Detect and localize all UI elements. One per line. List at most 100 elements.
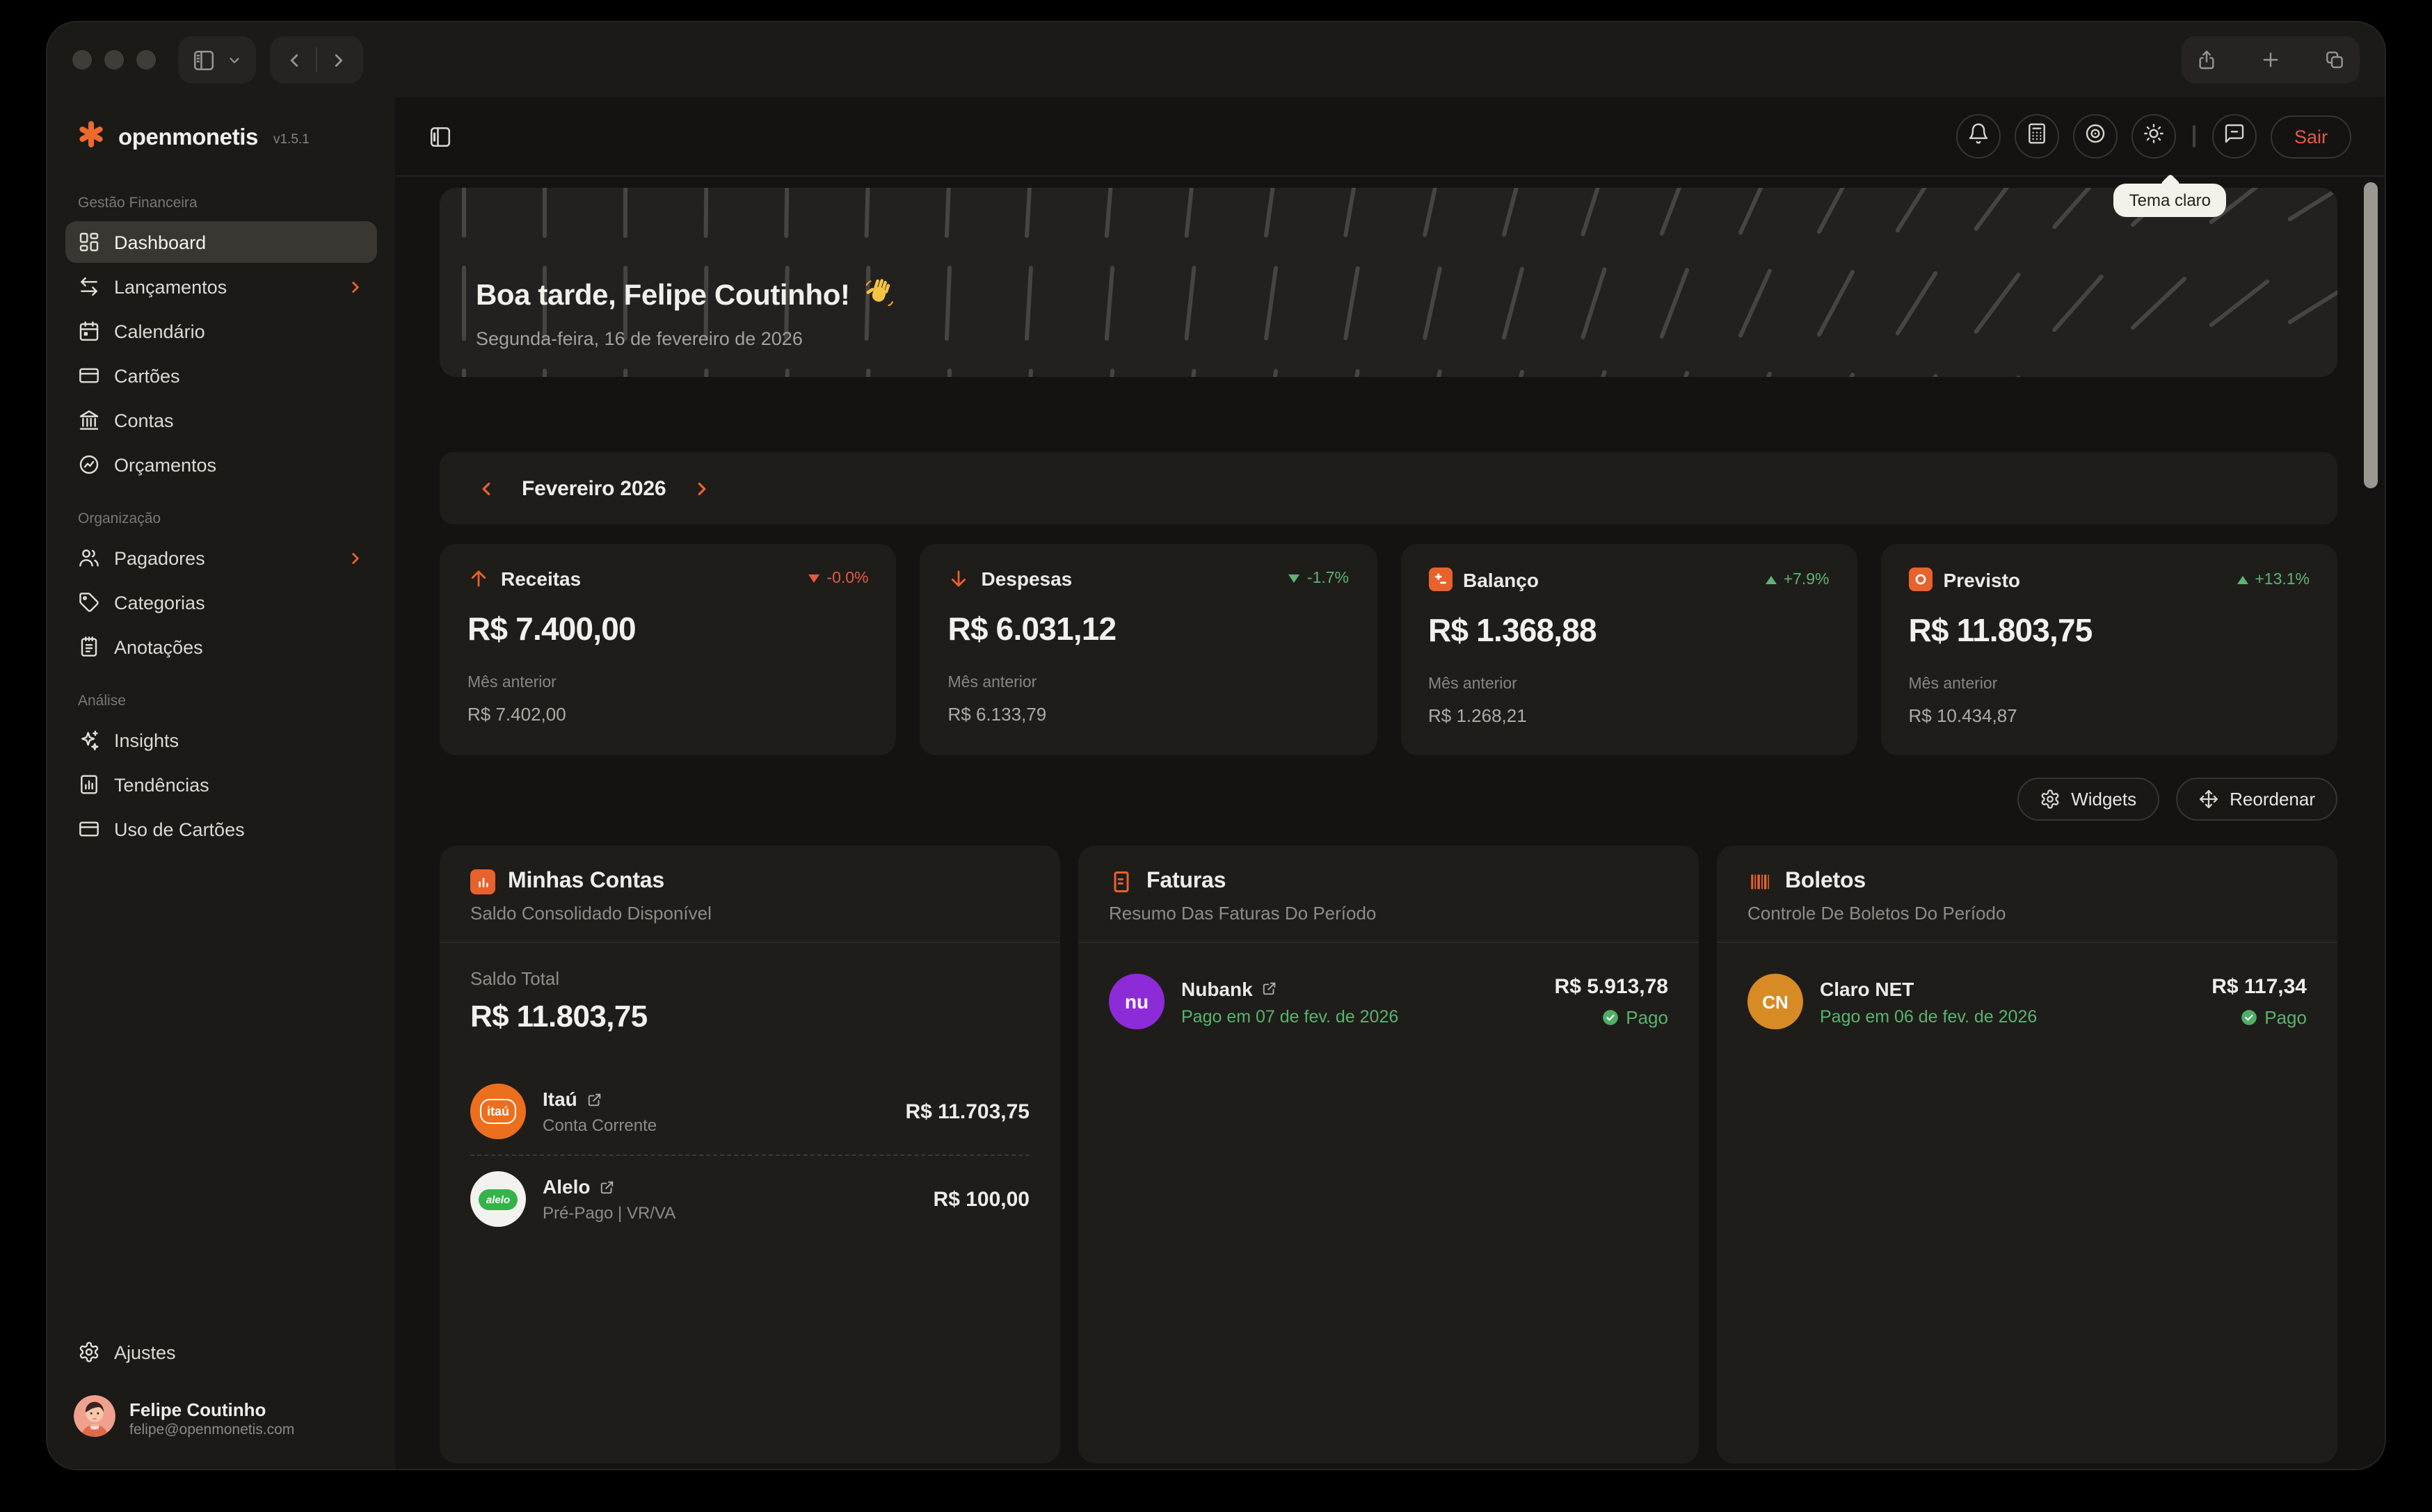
sidebar-item-dashboard[interactable]: Dashboard — [65, 221, 377, 263]
sidebar-item-categorias[interactable]: Categorias — [65, 581, 377, 623]
sidebar-item-lancamentos[interactable]: Lançamentos — [65, 266, 377, 307]
widget-title: Boletos — [1785, 869, 1866, 893]
itau-logo: itaú — [470, 1084, 526, 1139]
sidebar-item-uso-de-cartoes[interactable]: Uso de Cartões — [65, 808, 377, 850]
external-link-icon[interactable] — [1263, 981, 1278, 996]
sidebar-item-tendencias[interactable]: Tendências — [65, 764, 377, 805]
account-row-itau[interactable]: itaú Itaú Conta Corrente R$ 11.703,75 — [470, 1068, 1030, 1155]
user-profile[interactable]: Felipe Coutinho felipe@openmonetis.com — [74, 1395, 369, 1444]
sidebar-item-calendario[interactable]: Calendário — [65, 310, 377, 352]
banner-tick — [1422, 369, 1443, 377]
banner-tick — [1738, 371, 1773, 377]
banner-tick — [623, 368, 628, 377]
browser-sidebar-toggle[interactable] — [178, 36, 256, 83]
sidebar: openmonetis v1.5.1 Gestão Financeira Dash… — [47, 97, 395, 1469]
main-header: Sair — [395, 97, 2385, 177]
widget-card-invoices: Faturas Resumo Das Faturas Do Período nu… — [1078, 846, 1699, 1463]
banner-tick — [1263, 369, 1279, 377]
app-window: openmonetis v1.5.1 Gestão Financeira Dash… — [46, 21, 2386, 1470]
stat-prev-label: Mês anterior — [1428, 676, 1517, 693]
invoice-row-nubank[interactable]: nu Nubank Pago em 07 de fev. de 2026 R$ — [1109, 968, 1668, 1045]
widgets-button[interactable]: Widgets — [2017, 778, 2159, 821]
avatar — [74, 1395, 115, 1444]
zoom-window-button[interactable] — [136, 50, 156, 70]
stat-prev-label: Mês anterior — [947, 675, 1037, 691]
sidebar-item-contas[interactable]: Contas — [65, 399, 377, 441]
banner-tick — [1343, 188, 1361, 238]
arrow-up-icon — [467, 568, 490, 590]
banner-tick — [1738, 188, 1773, 236]
widget-subtitle: Saldo Consolidado Disponível — [470, 903, 712, 924]
close-window-button[interactable] — [72, 50, 92, 70]
privacy-mode-button[interactable] — [2073, 114, 2118, 159]
sidebar-item-label: Lançamentos — [114, 276, 227, 297]
feedback-button[interactable] — [2211, 114, 2257, 159]
credit-card-icon — [78, 364, 100, 387]
banner-tick — [1580, 188, 1608, 237]
stat-delta: +7.9% — [1765, 571, 1830, 588]
banner-tick — [542, 368, 547, 377]
check-circle-icon — [1601, 1008, 1619, 1027]
reorder-button[interactable]: Reordenar — [2175, 778, 2337, 821]
account-row-alelo[interactable]: alelo Alelo Pré-Pago | VR/VA R$ 100,00 — [470, 1155, 1030, 1242]
new-tab-button[interactable] — [2259, 49, 2282, 71]
tab-overview-button[interactable] — [2323, 49, 2346, 71]
sidebar-item-label: Tendências — [114, 774, 209, 795]
banner-tick — [784, 368, 790, 377]
sidebar-item-anotacoes[interactable]: Anotações — [65, 626, 377, 668]
account-name: Alelo — [543, 1175, 591, 1198]
widget-title: Minhas Contas — [508, 869, 664, 893]
minimize-window-button[interactable] — [104, 50, 124, 70]
widget-card-accounts: Minhas Contas Saldo Consolidado Disponív… — [440, 846, 1060, 1463]
titlebar — [47, 22, 2385, 97]
banner-tick — [542, 188, 547, 239]
window-controls — [72, 50, 156, 70]
banner-tick — [1104, 188, 1115, 239]
bill-status: Pago — [2211, 1007, 2307, 1028]
account-value: R$ 11.703,75 — [905, 1100, 1030, 1123]
stat-title: Previsto — [1943, 568, 2021, 590]
claro-net-logo: CN — [1747, 974, 1803, 1029]
history-nav — [270, 36, 363, 83]
logout-button[interactable]: Sair — [2270, 115, 2351, 158]
sidebar-item-pagadores[interactable]: Pagadores — [65, 537, 377, 579]
sidebar-item-label: Contas — [114, 410, 174, 431]
theme-toggle-button[interactable] — [2131, 114, 2177, 159]
share-button[interactable] — [2195, 49, 2218, 71]
previous-month-button[interactable] — [476, 478, 497, 499]
sidebar-collapse-button[interactable] — [429, 124, 452, 148]
next-month-button[interactable] — [691, 478, 712, 499]
stat-delta: +13.1% — [2237, 571, 2310, 588]
sidebar-item-cartoes[interactable]: Cartões — [65, 355, 377, 396]
sidebar-item-insights[interactable]: Insights — [65, 719, 377, 761]
scrollbar-thumb[interactable] — [2364, 182, 2378, 488]
banner-tick — [1501, 369, 1525, 377]
bill-row-claro-net[interactable]: CN Claro NET Pago em 06 de fev. de 2026 … — [1747, 968, 2307, 1045]
banner-tick — [1263, 188, 1279, 238]
banner-tick — [1343, 369, 1361, 377]
sidebar-item-label: Insights — [114, 730, 179, 750]
calculator-button[interactable] — [2015, 114, 2060, 159]
check-circle-icon — [2239, 1008, 2257, 1027]
external-link-icon[interactable] — [587, 1091, 602, 1107]
banner-tick — [2287, 188, 2337, 223]
total-label: Saldo Total — [470, 968, 560, 989]
banner-tick — [703, 368, 709, 377]
greeting-date: Segunda-feira, 16 de fevereiro de 2026 — [476, 328, 803, 349]
theme-tooltip: Tema claro — [2113, 184, 2226, 217]
move-icon — [2198, 789, 2218, 810]
sidebar-item-orcamentos[interactable]: Orçamentos — [65, 444, 377, 485]
stat-delta: -1.7% — [1288, 570, 1349, 587]
external-link-icon[interactable] — [600, 1179, 615, 1194]
plus-minus-icon — [1428, 568, 1452, 591]
sidebar-item-ajustes[interactable]: Ajustes — [65, 1331, 377, 1373]
stat-value: R$ 7.400,00 — [467, 611, 637, 647]
forward-button[interactable] — [328, 49, 349, 70]
notifications-button[interactable] — [1956, 114, 2001, 159]
sidebar-item-label: Uso de Cartões — [114, 819, 245, 839]
back-button[interactable] — [284, 49, 305, 70]
calendar-icon — [78, 320, 100, 342]
chevron-down-icon — [227, 52, 242, 67]
divider — [316, 47, 317, 72]
banner-tick — [1580, 369, 1608, 377]
